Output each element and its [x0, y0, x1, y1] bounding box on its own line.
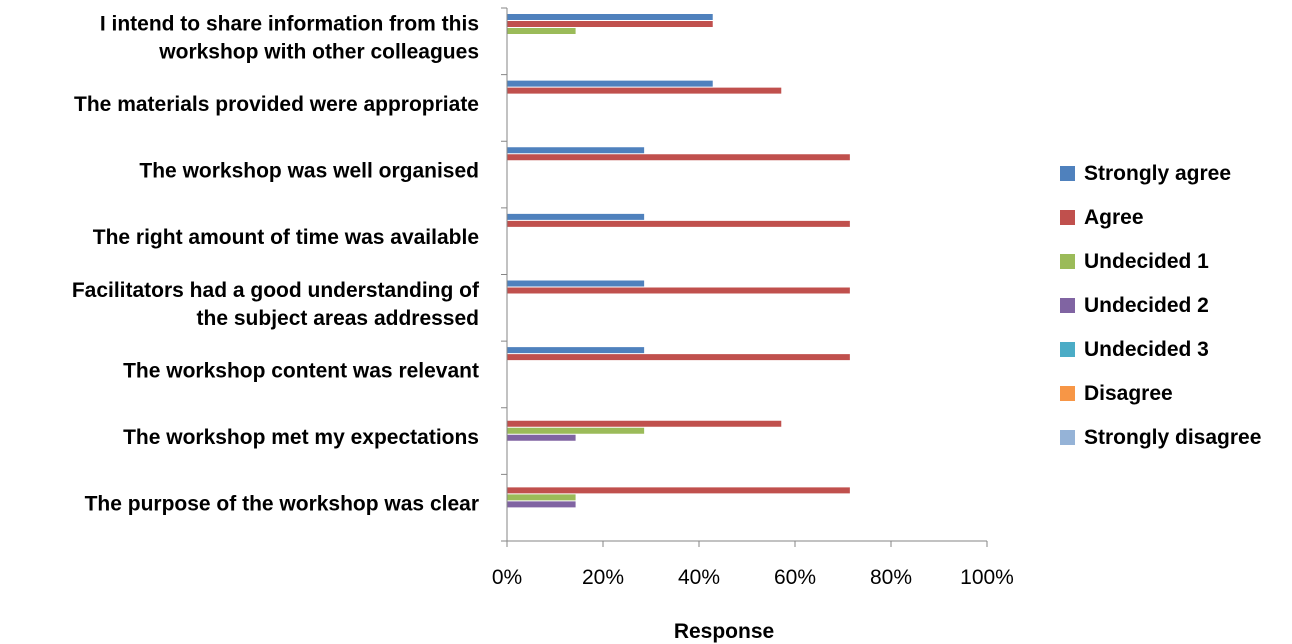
category-label: The workshop was well organised — [139, 160, 479, 183]
category-label: The materials provided were appropriate — [74, 93, 479, 116]
legend-label: Disagree — [1084, 382, 1173, 405]
bar-undecided-1 — [507, 28, 576, 34]
axes-group — [501, 7, 988, 547]
bar-strongly-agree — [507, 280, 645, 287]
x-axis-label: Response — [674, 620, 774, 643]
legend-label: Undecided 1 — [1084, 250, 1209, 273]
x-tick-label: 0% — [492, 566, 522, 589]
bar-agree — [507, 420, 782, 427]
legend-swatch — [1060, 430, 1075, 445]
category-label: The workshop content was relevant — [123, 359, 479, 382]
category-label: workshop with other colleagues — [158, 40, 479, 63]
legend-label: Undecided 3 — [1084, 338, 1209, 361]
bar-strongly-agree — [507, 80, 713, 87]
bar-undecided-1 — [507, 494, 576, 501]
legend-label: Strongly agree — [1084, 162, 1231, 185]
category-label: I intend to share information from this — [100, 12, 479, 35]
bar-strongly-agree — [507, 14, 713, 20]
bar-agree — [507, 220, 850, 227]
category-label: the subject areas addressed — [197, 307, 479, 330]
x-tick-label: 80% — [870, 566, 912, 589]
category-label: Facilitators had a good understanding of — [72, 279, 480, 302]
legend-swatch — [1060, 342, 1075, 357]
bar-undecided-1 — [507, 427, 645, 434]
category-labels: I intend to share information from this w… — [72, 12, 480, 515]
legend-swatch — [1060, 386, 1075, 401]
legend-label: Undecided 2 — [1084, 294, 1209, 317]
x-tick-label: 20% — [582, 566, 624, 589]
bar-strongly-agree — [507, 213, 645, 220]
bar-strongly-agree — [507, 147, 645, 154]
bar-agree — [507, 287, 850, 294]
legend-swatch — [1060, 166, 1075, 181]
bar-agree — [507, 87, 782, 94]
legend-swatch — [1060, 254, 1075, 269]
category-label: The right amount of time was available — [93, 226, 479, 249]
legend-label: Strongly disagree — [1084, 426, 1261, 449]
x-tick-label: 100% — [960, 566, 1014, 589]
bar-agree — [507, 154, 850, 161]
category-label: The workshop met my expectations — [123, 426, 479, 449]
bar-agree — [507, 487, 850, 494]
category-label: The purpose of the workshop was clear — [85, 493, 479, 516]
x-tick-label: 40% — [678, 566, 720, 589]
bar-agree — [507, 354, 850, 361]
x-tick-labels: 0% 20% 40% 60% 80% 100% — [492, 566, 1014, 589]
legend-label: Agree — [1084, 206, 1144, 229]
x-tick-label: 60% — [774, 566, 816, 589]
bar-strongly-agree — [507, 347, 645, 354]
bar-undecided-2 — [507, 501, 576, 508]
bar-agree — [507, 21, 713, 27]
legend: Strongly agree Agree Undecided 1 Undecided … — [1060, 162, 1261, 449]
bars-group — [507, 14, 850, 508]
bar-undecided-2 — [507, 434, 576, 441]
legend-swatch — [1060, 210, 1075, 225]
legend-swatch — [1060, 298, 1075, 313]
